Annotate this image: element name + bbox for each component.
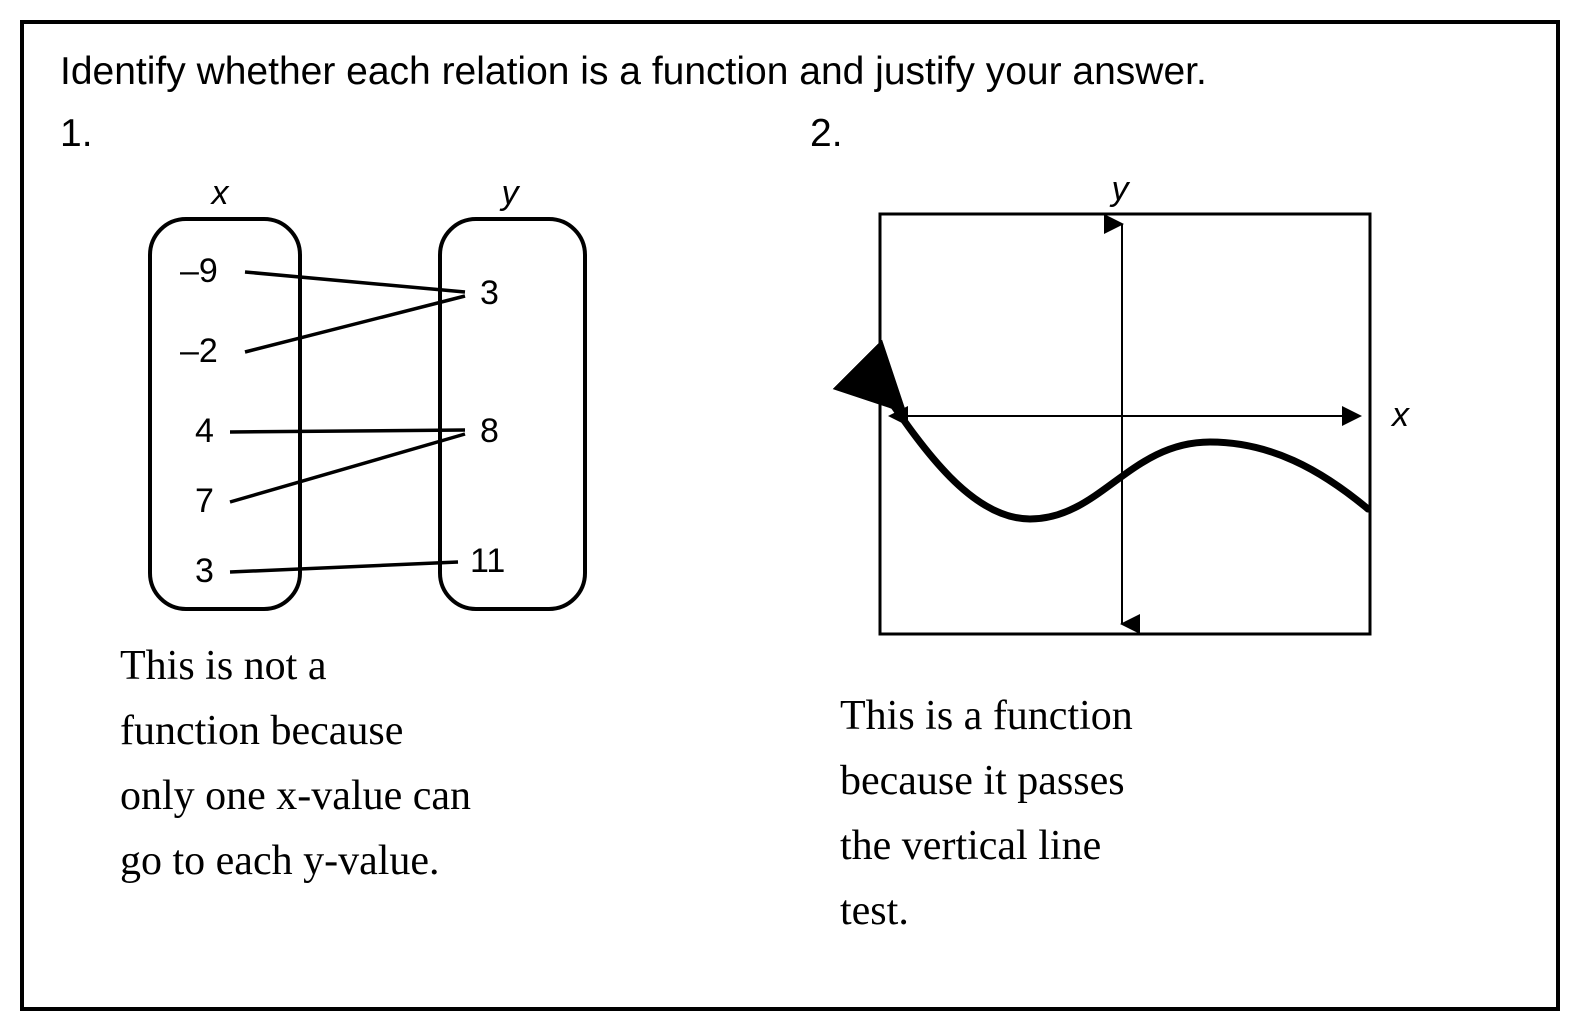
graph-box	[880, 214, 1370, 634]
y-box	[440, 219, 585, 609]
graph-svg: y x	[810, 164, 1450, 654]
x-val-2: 4	[195, 412, 214, 450]
q1-number: 1.	[60, 112, 770, 156]
question-frame: Identify whether each relation is a func…	[20, 20, 1560, 1011]
edge-3	[230, 434, 465, 502]
page: Identify whether each relation is a func…	[0, 0, 1580, 1031]
q2-answer-line-0: This is a function	[840, 693, 1133, 739]
mapping-diagram-svg: x y –9 –2 4 7 3 3 8	[60, 164, 680, 624]
question-2: 2.	[810, 112, 1520, 944]
q1-answer-line-0: This is not a	[120, 643, 327, 689]
edge-1	[245, 296, 465, 352]
q2-y-label: y	[1110, 170, 1131, 208]
x-val-3: 7	[195, 482, 214, 520]
q1-answer: This is not a function because only one …	[60, 634, 770, 894]
x-val-1: –2	[180, 332, 218, 370]
q1-answer-line-1: function because	[120, 708, 403, 754]
edge-4	[230, 562, 458, 572]
q1-x-label: x	[210, 174, 230, 212]
q2-number: 2.	[810, 112, 1520, 156]
q2-diagram: y x	[810, 164, 1520, 654]
q2-answer: This is a function because it passes the…	[810, 684, 1520, 944]
instruction-text: Identify whether each relation is a func…	[60, 50, 1520, 94]
columns: 1. x y –9 –2 4 7	[60, 112, 1520, 944]
q1-answer-line-2: only one x-value can	[120, 773, 471, 819]
q1-y-label: y	[500, 174, 521, 212]
q2-x-label: x	[1390, 396, 1410, 434]
q1-diagram: x y –9 –2 4 7 3 3 8	[60, 164, 770, 624]
edge-2	[230, 430, 465, 432]
curve	[882, 389, 1368, 519]
y-val-2: 11	[470, 542, 505, 580]
y-val-1: 8	[480, 412, 499, 450]
x-box	[150, 219, 300, 609]
edge-0	[245, 272, 465, 292]
x-val-4: 3	[195, 552, 214, 590]
q1-answer-line-3: go to each y-value.	[120, 838, 440, 884]
q2-answer-line-1: because it passes	[840, 758, 1125, 804]
x-val-0: –9	[180, 252, 218, 290]
q2-answer-line-2: the vertical line	[840, 823, 1101, 869]
question-1: 1. x y –9 –2 4 7	[60, 112, 770, 944]
q2-answer-line-3: test.	[840, 888, 909, 934]
y-val-0: 3	[480, 274, 499, 312]
